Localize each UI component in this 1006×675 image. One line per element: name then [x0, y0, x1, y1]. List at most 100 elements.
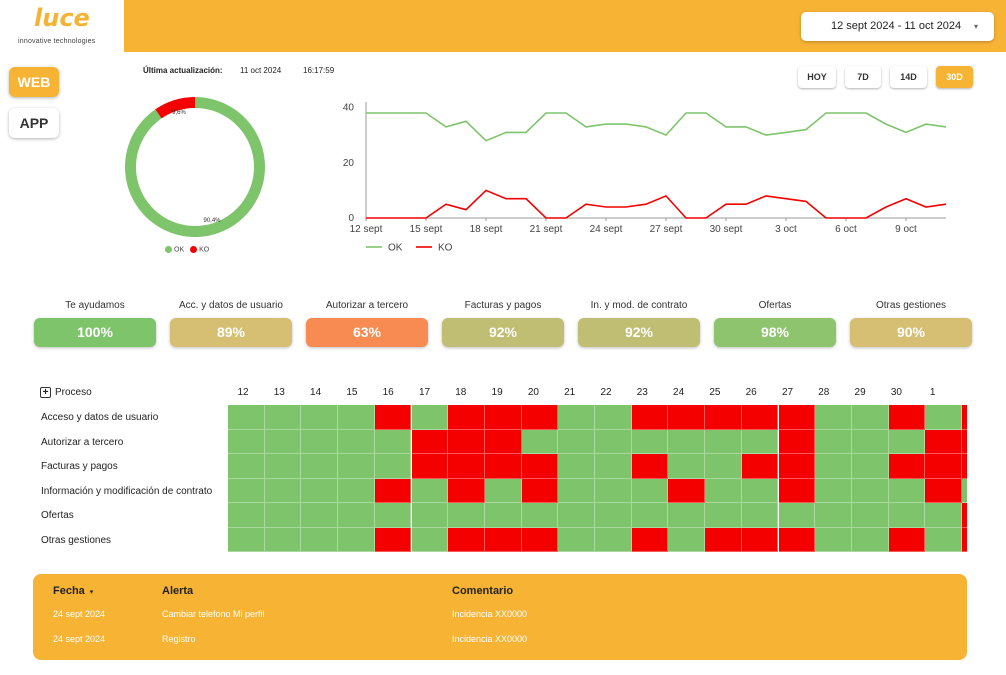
heatmap-cell[interactable] — [851, 454, 889, 479]
heatmap-cell[interactable] — [595, 454, 632, 479]
heatmap-cell[interactable] — [484, 454, 522, 479]
heatmap-cell[interactable] — [264, 478, 302, 503]
heatmap-cell[interactable] — [558, 478, 595, 503]
heatmap-cell[interactable] — [741, 503, 779, 528]
heatmap-cell[interactable] — [301, 429, 339, 454]
heatmap-cell[interactable] — [595, 429, 632, 454]
heatmap-cell[interactable] — [851, 503, 889, 528]
heatmap-cell[interactable] — [448, 405, 485, 430]
kpi-value[interactable]: 89% — [170, 318, 292, 347]
heatmap-cell[interactable] — [815, 429, 852, 454]
heatmap-cell[interactable] — [962, 405, 967, 430]
heatmap-cell[interactable] — [338, 503, 375, 528]
sort-down-icon[interactable]: ▾ — [89, 589, 94, 596]
period-30d-button[interactable]: 30D — [936, 66, 973, 88]
heatmap-cell[interactable] — [815, 454, 852, 479]
heatmap-cell[interactable] — [595, 405, 632, 430]
heatmap-cell[interactable] — [484, 503, 522, 528]
kpi-value[interactable]: 100% — [34, 318, 156, 347]
heatmap-cell[interactable] — [962, 527, 967, 552]
heatmap-cell[interactable] — [338, 527, 375, 552]
heatmap-cell[interactable] — [705, 405, 742, 430]
heatmap-cell[interactable] — [925, 429, 962, 454]
alert-row-2-alert[interactable]: Registro — [162, 634, 196, 644]
heatmap-cell[interactable] — [888, 503, 926, 528]
heatmap-cell[interactable] — [558, 527, 595, 552]
heatmap-cell[interactable] — [411, 429, 449, 454]
heatmap-cell[interactable] — [374, 503, 412, 528]
heatmap-cell[interactable] — [888, 478, 926, 503]
heatmap-cell[interactable] — [705, 454, 742, 479]
heatmap-cell[interactable] — [815, 503, 852, 528]
heatmap-cell[interactable] — [301, 503, 339, 528]
heatmap-cell[interactable] — [962, 503, 967, 528]
heatmap-cell[interactable] — [521, 527, 559, 552]
period-hoy-button[interactable]: HOY — [798, 66, 836, 88]
heatmap-cell[interactable] — [668, 405, 706, 430]
kpi-value[interactable]: 92% — [442, 318, 564, 347]
heatmap-cell[interactable] — [228, 429, 265, 454]
heatmap-cell[interactable] — [374, 405, 412, 430]
heatmap-cell[interactable] — [411, 405, 449, 430]
heatmap-cell[interactable] — [668, 429, 706, 454]
heatmap-cell[interactable] — [521, 405, 559, 430]
heatmap-cell[interactable] — [851, 478, 889, 503]
heatmap-cell[interactable] — [815, 478, 852, 503]
heatmap-cell[interactable] — [595, 478, 632, 503]
heatmap-cell[interactable] — [374, 478, 412, 503]
heatmap-cell[interactable] — [631, 478, 669, 503]
heatmap-cell[interactable] — [778, 478, 816, 503]
heatmap-cell[interactable] — [448, 454, 485, 479]
heatmap-cell[interactable] — [411, 503, 449, 528]
heatmap-cell[interactable] — [374, 527, 412, 552]
heatmap-cell[interactable] — [705, 429, 742, 454]
heatmap-cell[interactable] — [741, 454, 779, 479]
heatmap-cell[interactable] — [521, 429, 559, 454]
heatmap-cell[interactable] — [264, 429, 302, 454]
period-7d-button[interactable]: 7D — [845, 66, 881, 88]
kpi-value[interactable]: 98% — [714, 318, 836, 347]
heatmap-cell[interactable] — [411, 478, 449, 503]
heatmap-cell[interactable] — [484, 405, 522, 430]
heatmap-cell[interactable] — [448, 429, 485, 454]
heatmap-cell[interactable] — [778, 503, 816, 528]
heatmap-cell[interactable] — [521, 503, 559, 528]
heatmap-cell[interactable] — [448, 503, 485, 528]
heatmap-cell[interactable] — [668, 454, 706, 479]
expand-plus-icon[interactable]: + — [40, 387, 51, 398]
heatmap-cell[interactable] — [228, 454, 265, 479]
heatmap-cell[interactable] — [815, 405, 852, 430]
heatmap-cell[interactable] — [374, 429, 412, 454]
heatmap-cell[interactable] — [228, 527, 265, 552]
heatmap-cell[interactable] — [228, 478, 265, 503]
heatmap-cell[interactable] — [301, 405, 339, 430]
period-14d-button[interactable]: 14D — [890, 66, 927, 88]
heatmap-cell[interactable] — [962, 454, 967, 479]
heatmap-cell[interactable] — [925, 503, 962, 528]
date-range-selector[interactable]: 12 sept 2024 - 11 oct 2024 ▾ — [801, 12, 994, 41]
heatmap-cell[interactable] — [888, 429, 926, 454]
heatmap-cell[interactable] — [301, 454, 339, 479]
heatmap-cell[interactable] — [631, 454, 669, 479]
heatmap-cell[interactable] — [558, 429, 595, 454]
heatmap-cell[interactable] — [778, 454, 816, 479]
heatmap-cell[interactable] — [338, 478, 375, 503]
heatmap-cell[interactable] — [558, 405, 595, 430]
heatmap-cell[interactable] — [228, 503, 265, 528]
heatmap-cell[interactable] — [815, 527, 852, 552]
heatmap-cell[interactable] — [411, 527, 449, 552]
heatmap-cell[interactable] — [264, 527, 302, 552]
heatmap-cell[interactable] — [668, 527, 706, 552]
heatmap-cell[interactable] — [521, 454, 559, 479]
heatmap-cell[interactable] — [705, 478, 742, 503]
heatmap-cell[interactable] — [484, 527, 522, 552]
heatmap-cell[interactable] — [851, 527, 889, 552]
heatmap-cell[interactable] — [705, 527, 742, 552]
heatmap-cell[interactable] — [301, 527, 339, 552]
heatmap-cell[interactable] — [851, 405, 889, 430]
heatmap-cell[interactable] — [741, 527, 779, 552]
heatmap-cell[interactable] — [374, 454, 412, 479]
heatmap-cell[interactable] — [778, 527, 816, 552]
heatmap-cell[interactable] — [962, 478, 967, 503]
heatmap-cell[interactable] — [668, 503, 706, 528]
